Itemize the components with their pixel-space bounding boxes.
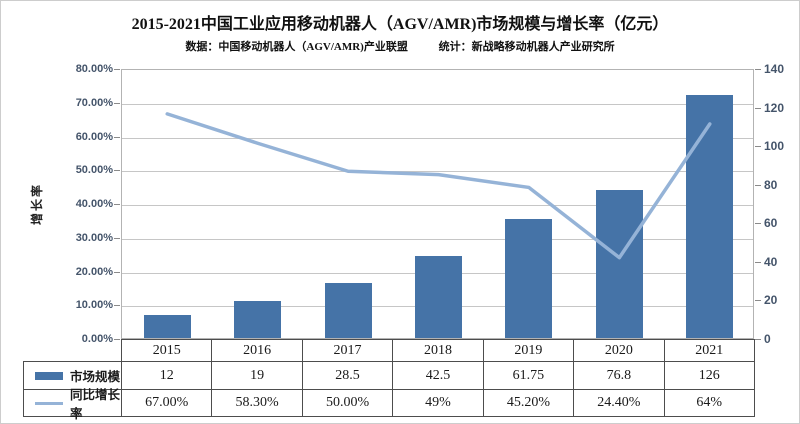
legend-label: 同比增长率 (70, 388, 121, 421)
legend-growth-rate: 同比增长率 (23, 388, 122, 421)
table-value-cell: 76.8 (573, 361, 665, 390)
right-axis-tick-label: 100 (764, 139, 785, 154)
right-axis-tick (755, 339, 761, 340)
stat-source-label: 统计：新战略移动机器人产业研究所 (438, 41, 615, 53)
right-axis-tick-label: 20 (764, 293, 778, 308)
left-axis-tick (114, 305, 120, 307)
data-source-label: 数据：中国移动机器人（AGV/AMR)产业联盟 (185, 41, 408, 53)
table-value-cell: 67.00% (121, 389, 213, 417)
right-axis-tick (755, 184, 761, 186)
table-year-cell: 2018 (392, 339, 484, 362)
left-axis-tick-label: 60.00% (75, 130, 113, 143)
table-year-cell: 2017 (301, 339, 394, 362)
right-axis-tick-label: 120 (764, 100, 785, 115)
left-axis-tick-label: 10.00% (75, 299, 113, 312)
left-axis-tick (114, 204, 120, 205)
table-year-cell: 2020 (573, 339, 665, 362)
bar-2020 (595, 189, 643, 338)
table-year-cell: 2021 (663, 339, 755, 362)
line-series (165, 112, 712, 260)
gridline (122, 171, 753, 173)
right-axis-tick (755, 146, 761, 148)
growth-rate-line (165, 112, 712, 260)
bar-2016 (234, 301, 282, 338)
left-axis-tick-label: 30.00% (75, 231, 113, 244)
right-axis-tick (755, 300, 761, 302)
table-year-cell: 2019 (482, 339, 575, 362)
left-axis-tick (114, 271, 120, 273)
left-axis-tick (114, 102, 120, 104)
left-axis-tick-label: 0.00% (81, 333, 113, 345)
table-value-cell: 42.5 (392, 361, 484, 390)
table-value-cell: 19 (211, 361, 303, 390)
right-axis-tick (755, 107, 761, 109)
left-axis-title: 增长率 (30, 183, 44, 226)
right-axis-tick (755, 69, 761, 70)
left-axis-tick-label: 80.00% (75, 63, 113, 75)
table-value-cell: 50.00% (301, 389, 394, 417)
table-value-cell: 64% (663, 389, 755, 417)
table-value-cell: 28.5 (301, 361, 394, 390)
right-axis-tick (755, 223, 761, 225)
table-value-cell: 45.20% (482, 389, 575, 417)
right-axis-tick-label: 0 (764, 332, 771, 346)
right-axis-tick-label: 140 (764, 62, 785, 76)
right-axis-tick-label: 80 (764, 177, 778, 192)
table-row: 同比增长率 67.00% 58.30% 50.00% 49% 45.20% 24.40% 64… (23, 388, 755, 421)
bar-2021 (686, 95, 734, 338)
right-axis-tick (755, 261, 761, 263)
chart-title: 2015-2021中国工业应用移动机器人（AGV/AMR)市场规模与增长率（亿元… (131, 16, 669, 33)
gridline (122, 103, 753, 105)
bar-swatch-icon (35, 371, 63, 380)
gridline (122, 137, 753, 139)
table-value-cell: 24.40% (573, 389, 665, 417)
plot-area (121, 69, 754, 339)
table-row: 市场规模 12 19 28.5 42.5 61.75 76.8 126 (23, 361, 755, 390)
bar-2019 (505, 218, 553, 338)
legend-label: 市场规模 (70, 370, 121, 384)
left-axis-tick (114, 69, 120, 70)
bar-2018 (415, 256, 462, 338)
table-value-cell: 58.30% (211, 389, 303, 417)
table-year-cell: 2015 (121, 339, 213, 362)
left-axis-tick (114, 170, 120, 172)
left-axis-tick-label: 40.00% (75, 198, 113, 210)
gridline (122, 238, 753, 240)
left-axis-tick (114, 136, 120, 138)
bar-2015 (143, 314, 191, 338)
chart-subtitle: 数据：中国移动机器人（AGV/AMR)产业联盟 统计：新战略移动机器人产业研究所 (1, 38, 799, 54)
left-axis-tick-label: 20.00% (75, 265, 113, 278)
right-axis-tick-label: 40 (764, 254, 778, 269)
left-axis-tick-label: 50.00% (75, 164, 113, 177)
left-axis-tick (114, 339, 120, 340)
table-value-cell: 126 (663, 361, 755, 390)
gridline (122, 205, 753, 206)
legend-market-size: 市场规模 (23, 361, 122, 390)
left-axis-tick (114, 237, 120, 239)
table-value-cell: 61.75 (482, 361, 575, 390)
left-axis-tick-label: 70.00% (75, 96, 113, 109)
table-value-cell: 49% (392, 389, 484, 417)
table-header-row: 2015 2016 2017 2018 2019 2020 2021 (121, 339, 755, 362)
line-swatch-icon (35, 401, 63, 405)
right-axis-tick-label: 60 (764, 216, 778, 231)
table-value-cell: 12 (121, 361, 213, 390)
bar-2017 (324, 283, 372, 338)
table-year-cell: 2016 (211, 339, 303, 362)
